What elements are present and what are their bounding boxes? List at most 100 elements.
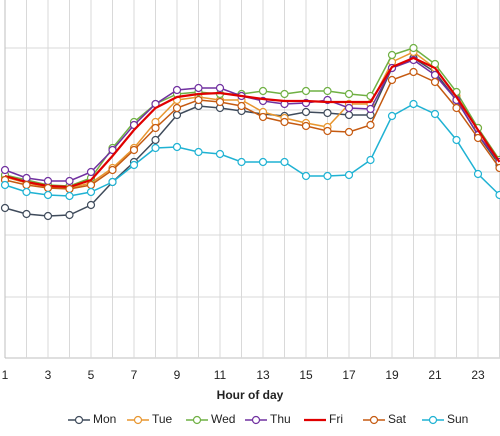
series-line [4,71,500,190]
point [473,133,483,143]
point [387,75,397,85]
point [65,184,74,194]
legend-label: Tue [152,412,173,426]
point [495,190,500,200]
point [86,187,96,197]
legend-marker [251,415,261,425]
point [366,104,375,114]
point [452,135,461,145]
point [108,145,117,155]
point [22,180,31,190]
point [301,121,311,131]
point [409,43,418,53]
point [129,160,139,170]
point [129,145,139,155]
legend-label: Mon [93,412,116,426]
point [172,142,182,152]
point [65,210,74,220]
point [323,86,332,96]
series-line [4,57,500,217]
point [86,200,96,210]
series-line [4,56,500,189]
legend-marker [192,415,202,425]
x-tick-label: 23 [471,368,485,382]
point [237,101,246,111]
legend-marker [369,415,379,425]
point [108,165,117,175]
point [344,103,354,113]
point [387,50,397,60]
point [65,191,74,201]
point [301,86,311,96]
point [495,163,500,173]
legend-label: Fri [329,412,343,426]
point [237,157,246,167]
point [108,177,117,187]
point [344,170,354,180]
legend-label: Sun [447,412,468,426]
point [258,112,268,122]
point [473,169,483,179]
point [323,171,332,181]
point [0,203,10,213]
point [194,83,203,93]
horizontal-grid [5,47,500,298]
point [280,157,289,167]
legend-marker [428,415,438,425]
point [86,167,96,177]
point [22,187,31,197]
point [43,183,53,193]
point [43,190,53,200]
point [344,127,354,137]
point [0,180,10,190]
legend-marker [133,415,143,425]
point [194,95,203,105]
point [194,147,203,157]
point [258,86,268,96]
point [43,211,53,221]
point [151,123,160,133]
point [172,110,182,120]
x-tick-label: 15 [299,368,313,382]
point [280,89,289,99]
point [366,120,375,130]
x-axis-title: Hour of day [217,388,284,402]
point [215,97,225,107]
point [301,171,311,181]
point [151,135,160,145]
x-tick-label: 3 [45,368,52,382]
point [215,149,225,159]
point [258,157,268,167]
point [86,180,96,190]
point [43,176,53,186]
point [409,67,418,77]
point [323,126,332,136]
legend-label: Wed [211,412,235,426]
point [172,85,182,95]
point [366,155,375,165]
x-tick-label: 21 [428,368,442,382]
x-tick-label: 17 [342,368,356,382]
point [151,143,160,153]
point [22,209,31,219]
series-line [4,51,500,189]
x-tick-label: 5 [88,368,95,382]
point [409,99,418,109]
legend-marker [74,415,84,425]
x-tick-label: 9 [174,368,181,382]
point [280,117,289,127]
point [172,103,182,113]
point [452,103,461,113]
legend-label: Thu [270,412,291,426]
point [430,77,440,87]
point [301,107,311,117]
legend-label: Sat [388,412,407,426]
point [323,108,332,118]
x-tick-label: 1 [2,368,9,382]
point [0,165,10,175]
x-tick-label: 11 [214,368,227,382]
point [344,110,354,120]
x-tick-label: 13 [256,368,270,382]
point [387,111,397,121]
